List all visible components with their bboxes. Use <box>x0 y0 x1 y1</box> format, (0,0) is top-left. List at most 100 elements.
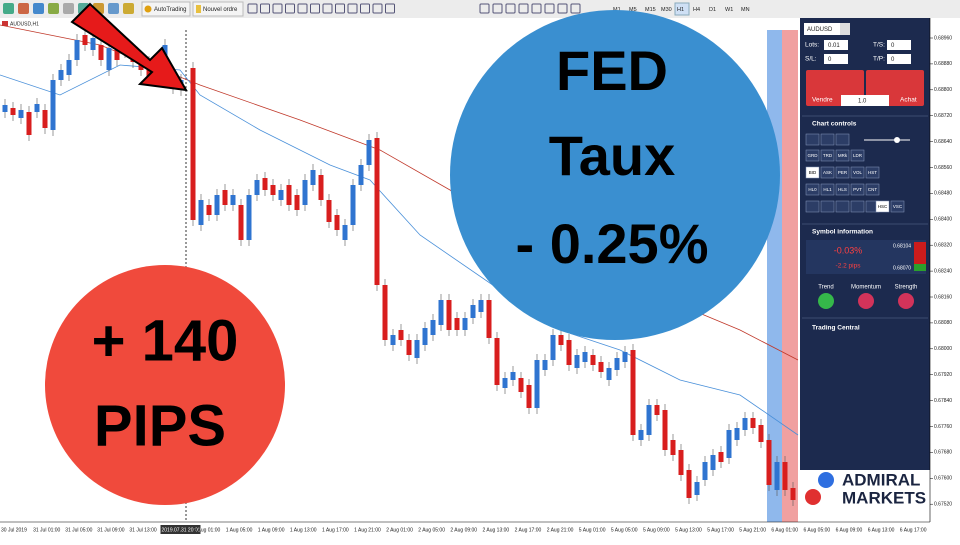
toolbar-icon[interactable] <box>335 3 345 14</box>
toolbar-icon[interactable] <box>557 3 568 14</box>
dropdown[interactable] <box>840 23 850 35</box>
toolbar-icon[interactable] <box>48 3 59 14</box>
candle-body <box>678 450 684 475</box>
input[interactable] <box>887 54 911 64</box>
symbol-select[interactable] <box>804 23 850 35</box>
toolbar-icon[interactable] <box>347 3 358 14</box>
control-label[interactable]: MRk <box>838 153 848 158</box>
zoom-button[interactable] <box>805 133 820 146</box>
toolbar-icon[interactable] <box>108 3 119 14</box>
zoom-button[interactable] <box>835 133 850 146</box>
control-label[interactable]: TRD <box>823 153 833 158</box>
amount-input[interactable] <box>841 95 889 106</box>
control-button[interactable] <box>805 149 820 162</box>
control-button[interactable] <box>890 200 905 213</box>
candle-body <box>782 462 788 490</box>
toolbar-icon[interactable] <box>505 3 516 14</box>
control-button[interactable] <box>850 183 865 196</box>
control-button[interactable] <box>875 200 890 213</box>
timeframe[interactable]: M1 <box>613 7 621 13</box>
control-label[interactable]: GRD <box>808 153 819 158</box>
candle-body <box>526 385 532 408</box>
candle-body <box>606 368 612 380</box>
control-button[interactable] <box>835 183 850 196</box>
control-label[interactable]: BID <box>809 170 817 175</box>
toolbar-icon[interactable] <box>544 3 555 14</box>
toolbar-icon[interactable] <box>479 3 490 14</box>
toolbar-icon[interactable] <box>3 3 14 14</box>
control-label[interactable]: VOL <box>853 170 863 175</box>
new-order-button[interactable] <box>192 1 244 17</box>
control-button[interactable] <box>820 166 835 179</box>
control-label[interactable]: HST <box>868 170 877 175</box>
toolbar-icon[interactable] <box>570 3 581 14</box>
control-button[interactable] <box>835 166 850 179</box>
timeframe[interactable]: H1 <box>677 7 684 13</box>
control-label[interactable]: HLS <box>838 187 847 192</box>
section-title[interactable]: Trading Central <box>812 325 860 332</box>
control-button[interactable] <box>865 166 880 179</box>
toolbar-icon[interactable] <box>310 3 320 14</box>
control-button[interactable] <box>805 166 820 179</box>
section-title[interactable]: Chart controls <box>812 121 857 128</box>
timeframe[interactable]: M15 <box>645 7 656 13</box>
toolbar-icon[interactable] <box>492 3 503 14</box>
toolbar-icon[interactable] <box>531 3 542 14</box>
toolbar-icon[interactable] <box>247 3 258 14</box>
control-button[interactable] <box>820 149 835 162</box>
toolbar-icon[interactable] <box>372 3 383 14</box>
toolbar-icon[interactable] <box>297 3 308 14</box>
toolbar-icon[interactable] <box>285 3 295 14</box>
control-label[interactable]: PER <box>838 170 848 175</box>
toolbar-icon[interactable] <box>63 3 74 14</box>
autotrading-button[interactable] <box>141 1 191 17</box>
nav-button[interactable] <box>820 200 835 213</box>
input[interactable] <box>824 54 848 64</box>
control-label[interactable]: HL0 <box>808 187 817 192</box>
control-button[interactable] <box>865 183 880 196</box>
control-button[interactable] <box>835 149 850 162</box>
nav-button[interactable] <box>835 200 850 213</box>
timeframe[interactable]: M30 <box>661 7 672 13</box>
overlay-text: - 0.25% <box>516 212 709 275</box>
control-label[interactable]: VSC <box>893 204 903 209</box>
toolbar-icon[interactable] <box>123 3 134 14</box>
section-title[interactable]: Symbol information <box>812 229 873 236</box>
candle-body <box>574 355 580 368</box>
toolbar-icon[interactable] <box>18 3 29 14</box>
nav-button[interactable] <box>850 200 865 213</box>
control-button[interactable] <box>850 149 865 162</box>
timeframe[interactable]: H4 <box>693 7 700 13</box>
candle-body <box>278 190 284 200</box>
sell-label: Vendre <box>812 97 833 104</box>
timeframe[interactable]: D1 <box>709 7 716 13</box>
control-label[interactable]: ASK <box>823 170 832 175</box>
toolbar-icon[interactable] <box>518 3 529 14</box>
toolbar-icon[interactable] <box>272 3 283 14</box>
timeframe[interactable]: MN <box>741 7 750 13</box>
control-label[interactable]: HSC <box>878 204 888 209</box>
timeframe[interactable]: W1 <box>725 7 733 13</box>
toolbar-icon[interactable] <box>260 3 270 14</box>
toolbar-icon[interactable] <box>385 3 395 14</box>
input[interactable] <box>824 40 848 50</box>
input[interactable] <box>887 40 911 50</box>
control-button[interactable] <box>820 183 835 196</box>
toolbar-icon[interactable] <box>322 3 333 14</box>
toolbar-icon[interactable] <box>360 3 370 14</box>
slider-knob[interactable] <box>894 137 900 143</box>
control-label[interactable]: PVT <box>853 187 862 192</box>
time-label: 6 Aug 13:00 <box>868 527 895 533</box>
control-label[interactable]: LDR <box>853 153 863 158</box>
axis-labels: 0.68960 0.68880 0.68800 0.68720 0.68640 0.685… <box>1 35 952 534</box>
candle-body <box>246 195 252 240</box>
info-box <box>806 240 926 274</box>
control-label[interactable]: CNT <box>868 187 877 192</box>
control-label[interactable]: HL1 <box>823 187 832 192</box>
nav-button[interactable] <box>805 200 820 213</box>
timeframe[interactable]: M5 <box>629 7 637 13</box>
control-button[interactable] <box>850 166 865 179</box>
zoom-button[interactable] <box>820 133 835 146</box>
control-button[interactable] <box>805 183 820 196</box>
toolbar-icon[interactable] <box>33 3 44 14</box>
